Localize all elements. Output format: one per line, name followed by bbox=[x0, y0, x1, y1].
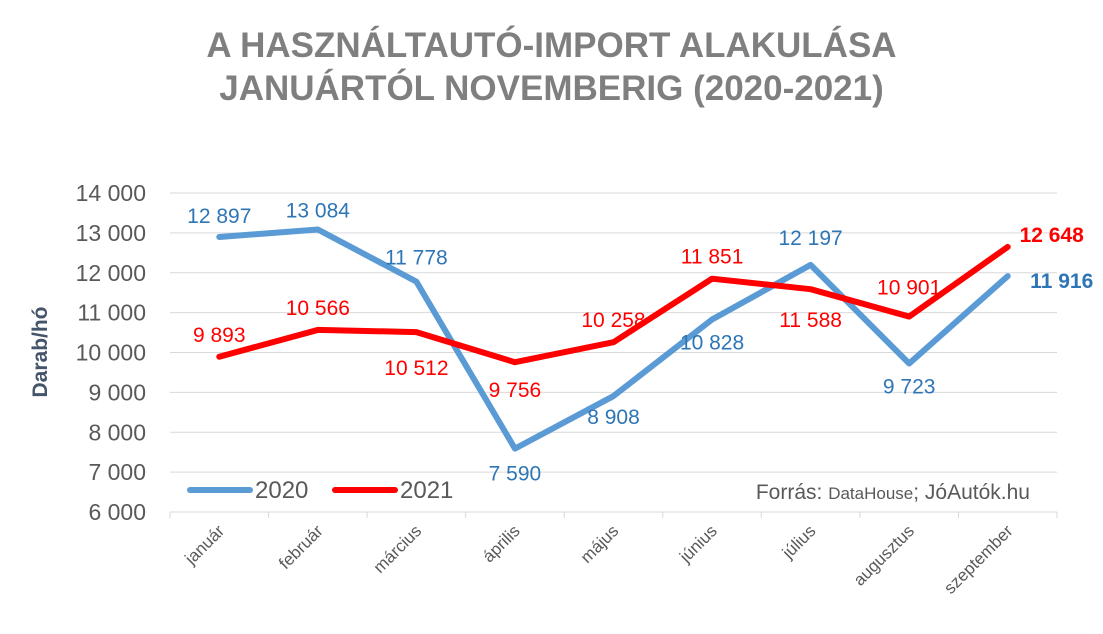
x-tick-label: július bbox=[778, 521, 820, 563]
data-label-2021: 9 756 bbox=[489, 379, 542, 402]
chart-title-line-1: A HASZNÁLTAUTÓ-IMPORT ALAKULÁSA bbox=[206, 26, 897, 65]
data-label-2021: 10 258 bbox=[581, 309, 645, 332]
data-label-2021: 10 901 bbox=[877, 277, 941, 300]
data-label-2020: 13 084 bbox=[286, 200, 351, 223]
legend-label-2021: 2021 bbox=[400, 477, 453, 504]
y-tick-label: 6 000 bbox=[88, 499, 146, 525]
series-line-2020 bbox=[216, 226, 1011, 452]
data-labels: 12 897 13 084 11 778 7 590 8 908 10 828 12 197… bbox=[187, 200, 1093, 486]
y-tick-label: 8 000 bbox=[88, 419, 146, 445]
y-tick-label: 14 000 bbox=[76, 180, 146, 206]
y-axis: 6 000 7 000 8 000 9 000 10 000 11 000 12 000 13… bbox=[76, 180, 146, 525]
data-label-2020: 8 908 bbox=[587, 406, 640, 429]
chart-title: A HASZNÁLTAUTÓ-IMPORT ALAKULÁSA JANUÁRTÓ… bbox=[0, 24, 1103, 110]
y-tick-label: 9 000 bbox=[88, 379, 146, 405]
x-tick-label: május bbox=[577, 521, 623, 567]
x-tick-label: augusztus bbox=[850, 521, 918, 589]
data-label-2021: 10 566 bbox=[286, 297, 350, 320]
source-note: Forrás: DataHouse; JóAutók.hu bbox=[756, 481, 1030, 504]
data-label-2020: 12 897 bbox=[187, 205, 251, 228]
y-tick-label: 12 000 bbox=[76, 260, 146, 286]
y-tick-label: 11 000 bbox=[77, 300, 146, 326]
x-tick-label: április bbox=[479, 521, 524, 566]
chart-title-line-2: JANUÁRTÓL NOVEMBERIG (2020-2021) bbox=[219, 69, 884, 108]
x-tick-label: március bbox=[370, 521, 426, 577]
data-label-2020: 7 590 bbox=[489, 463, 542, 486]
y-axis-label: Darab/hó bbox=[29, 306, 52, 397]
data-label-2020: 9 723 bbox=[883, 376, 936, 399]
x-axis: január február március április május június jú… bbox=[169, 512, 1058, 598]
series-lines bbox=[216, 226, 1011, 452]
data-label-2021: 12 648 bbox=[1020, 224, 1085, 247]
data-label-2021: 11 851 bbox=[681, 246, 744, 269]
x-tick-label: június bbox=[675, 521, 721, 567]
y-tick-label: 13 000 bbox=[76, 220, 146, 246]
y-tick-label: 10 000 bbox=[76, 340, 146, 366]
x-tick-label: január bbox=[181, 521, 229, 569]
data-label-2021: 11 588 bbox=[779, 309, 842, 332]
x-tick-label: február bbox=[275, 521, 327, 573]
legend-label-2020: 2020 bbox=[255, 477, 308, 504]
data-label-2020: 10 828 bbox=[680, 331, 744, 354]
data-label-2020: 11 778 bbox=[385, 247, 448, 270]
y-tick-label: 7 000 bbox=[88, 459, 146, 485]
data-label-2021: 10 512 bbox=[384, 357, 448, 380]
legend: 2020 2021 bbox=[187, 477, 453, 504]
data-label-2020: 12 197 bbox=[778, 227, 842, 250]
series-line-2021 bbox=[216, 243, 1011, 366]
x-tick-label: szeptember bbox=[940, 521, 1016, 597]
data-label-2021: 9 893 bbox=[193, 324, 246, 347]
data-label-2020: 11 916 bbox=[1030, 270, 1093, 293]
